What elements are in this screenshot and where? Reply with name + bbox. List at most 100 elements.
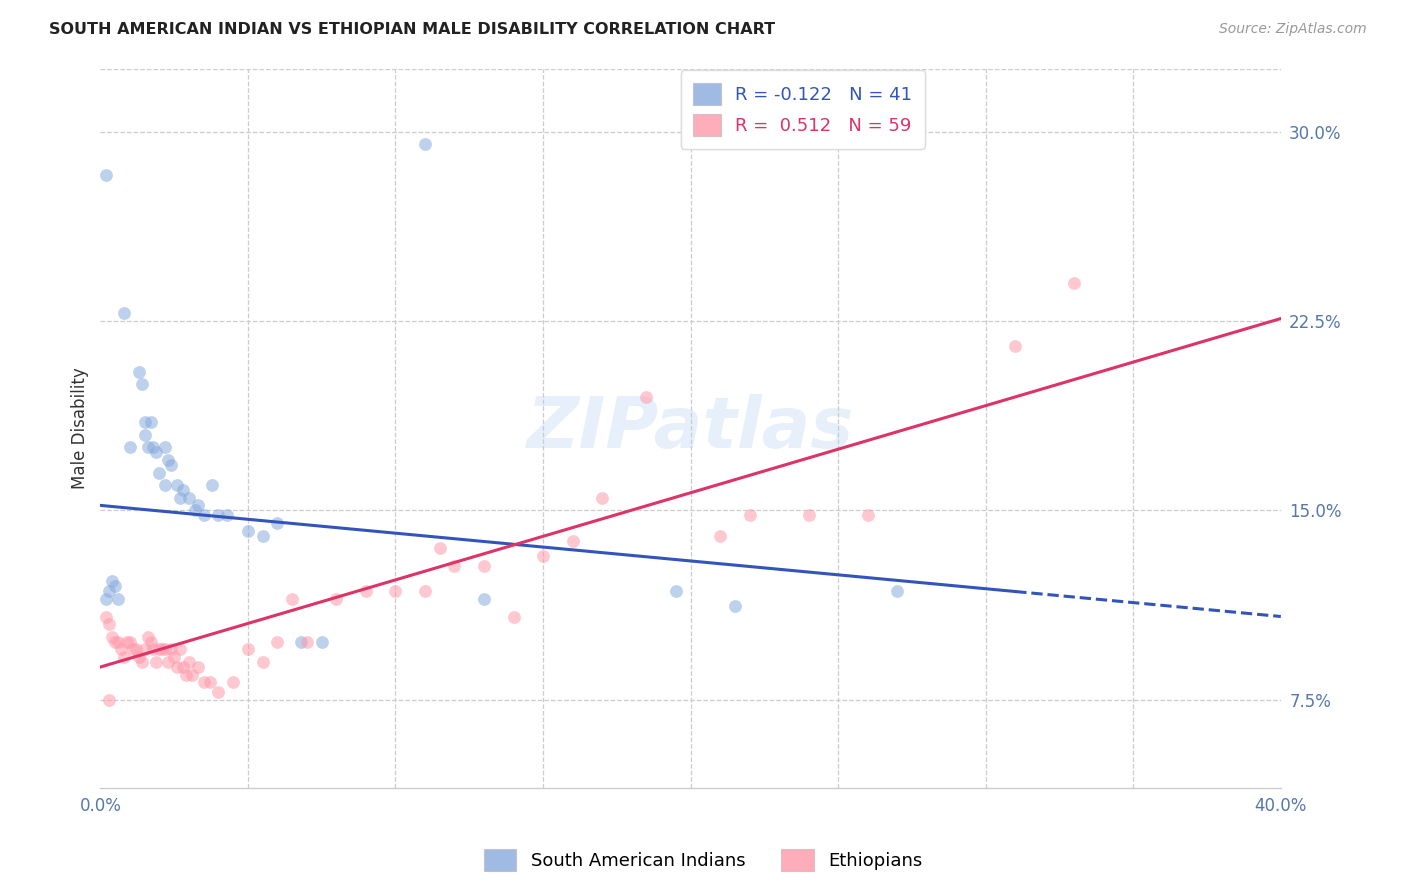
Legend: South American Indians, Ethiopians: South American Indians, Ethiopians <box>477 842 929 879</box>
Point <box>443 559 465 574</box>
Point <box>1063 276 1085 290</box>
Point <box>738 508 761 523</box>
Point <box>139 415 162 429</box>
Point <box>112 649 135 664</box>
Point <box>413 584 436 599</box>
Text: Source: ZipAtlas.com: Source: ZipAtlas.com <box>1219 22 1367 37</box>
Point <box>561 533 583 548</box>
Point <box>184 503 207 517</box>
Point <box>134 415 156 429</box>
Point <box>384 584 406 599</box>
Point <box>145 655 167 669</box>
Point <box>96 591 118 606</box>
Point <box>157 655 180 669</box>
Point <box>136 630 159 644</box>
Point <box>236 524 259 538</box>
Point <box>252 655 274 669</box>
Point <box>472 559 495 574</box>
Point <box>591 491 613 505</box>
Legend: R = -0.122   N = 41, R =  0.512   N = 59: R = -0.122 N = 41, R = 0.512 N = 59 <box>681 70 925 149</box>
Point <box>236 642 259 657</box>
Point <box>139 634 162 648</box>
Point <box>148 466 170 480</box>
Point <box>98 617 121 632</box>
Point <box>187 660 209 674</box>
Point <box>150 642 173 657</box>
Point <box>193 675 215 690</box>
Point <box>134 427 156 442</box>
Point <box>160 458 183 472</box>
Point <box>187 499 209 513</box>
Point <box>128 649 150 664</box>
Point <box>136 440 159 454</box>
Point <box>172 660 194 674</box>
Point <box>145 445 167 459</box>
Point <box>134 642 156 657</box>
Point <box>118 440 141 454</box>
Point <box>166 478 188 492</box>
Y-axis label: Male Disability: Male Disability <box>72 368 89 489</box>
Point <box>295 634 318 648</box>
Point <box>128 365 150 379</box>
Point <box>413 137 436 152</box>
Point <box>104 634 127 648</box>
Point <box>266 516 288 530</box>
Point <box>104 579 127 593</box>
Point <box>665 584 688 599</box>
Point <box>110 642 132 657</box>
Point <box>472 591 495 606</box>
Point <box>177 491 200 505</box>
Point <box>96 168 118 182</box>
Point <box>709 529 731 543</box>
Point <box>252 529 274 543</box>
Point <box>131 377 153 392</box>
Point <box>174 667 197 681</box>
Point <box>217 508 239 523</box>
Point <box>207 508 229 523</box>
Point <box>531 549 554 563</box>
Point <box>155 642 177 657</box>
Point <box>636 390 658 404</box>
Text: ZIPatlas: ZIPatlas <box>527 394 855 463</box>
Point <box>266 634 288 648</box>
Point <box>886 584 908 599</box>
Point <box>160 642 183 657</box>
Point <box>118 634 141 648</box>
Point <box>1004 339 1026 353</box>
Point <box>311 634 333 648</box>
Point <box>198 675 221 690</box>
Point <box>169 491 191 505</box>
Point <box>222 675 245 690</box>
Point <box>98 693 121 707</box>
Point <box>724 599 747 614</box>
Point <box>797 508 820 523</box>
Point <box>121 642 143 657</box>
Point <box>98 584 121 599</box>
Point <box>163 649 186 664</box>
Point <box>429 541 451 556</box>
Point <box>125 642 148 657</box>
Point <box>148 642 170 657</box>
Point <box>172 483 194 498</box>
Point <box>107 634 129 648</box>
Point <box>112 306 135 320</box>
Point <box>207 685 229 699</box>
Point <box>354 584 377 599</box>
Point <box>155 478 177 492</box>
Point <box>155 440 177 454</box>
Point <box>101 630 124 644</box>
Point <box>201 478 224 492</box>
Point <box>101 574 124 589</box>
Point <box>115 634 138 648</box>
Point <box>281 591 304 606</box>
Point <box>96 609 118 624</box>
Point <box>169 642 191 657</box>
Point <box>142 642 165 657</box>
Point <box>856 508 879 523</box>
Point <box>131 655 153 669</box>
Point <box>166 660 188 674</box>
Point <box>193 508 215 523</box>
Point <box>290 634 312 648</box>
Point <box>107 591 129 606</box>
Point <box>502 609 524 624</box>
